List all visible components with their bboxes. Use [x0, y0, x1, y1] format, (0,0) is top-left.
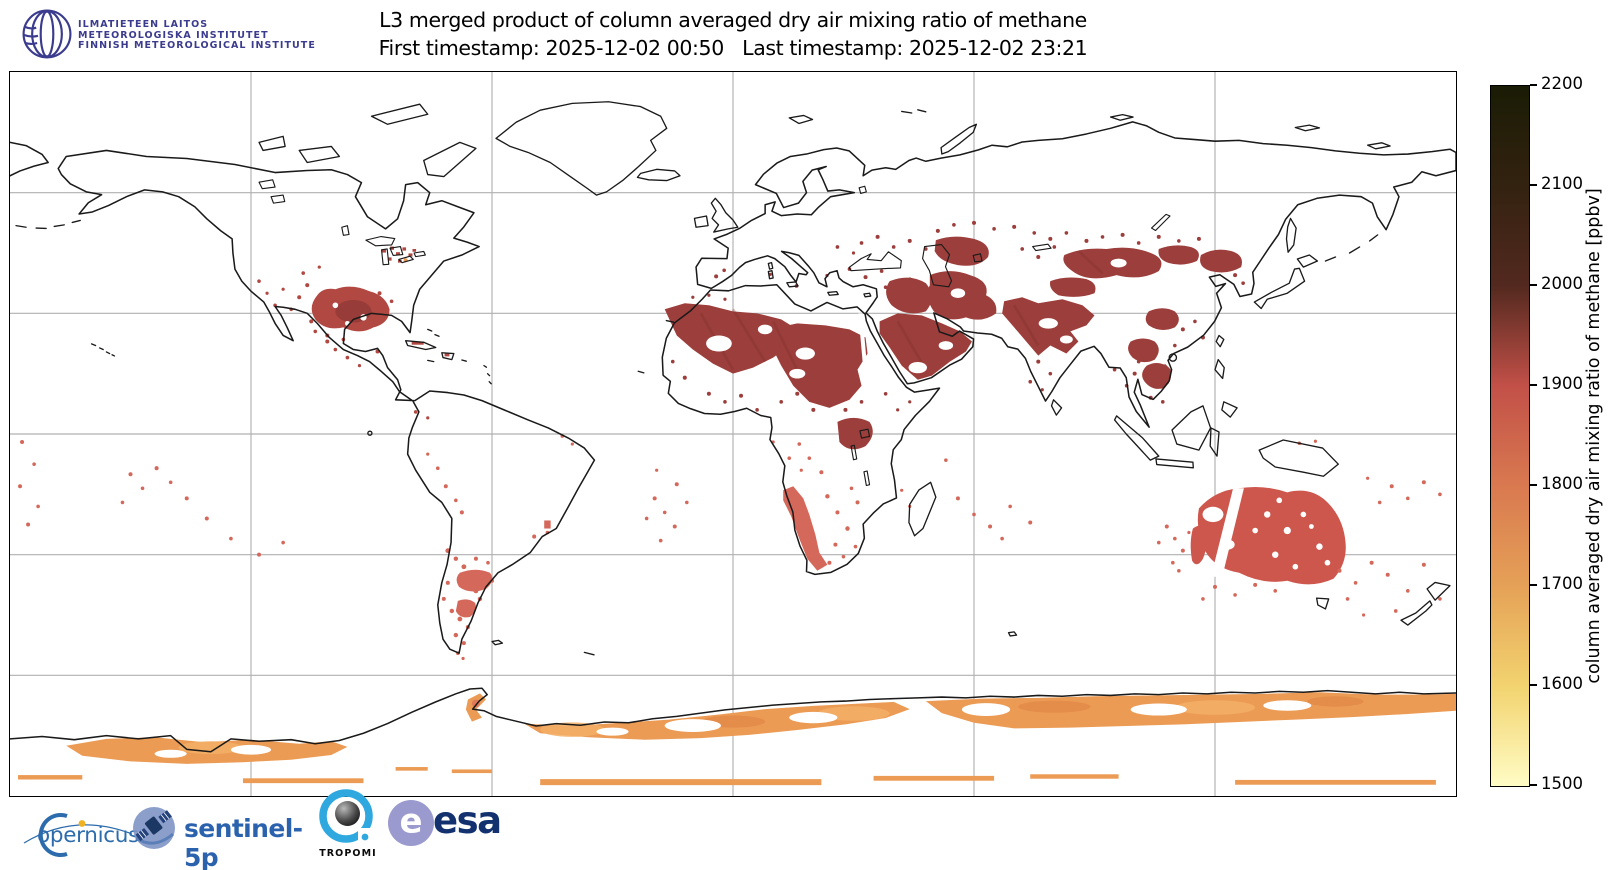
colorbar-tick	[1530, 84, 1537, 86]
fmi-globe-logo	[22, 9, 72, 59]
data-antarctica-light	[178, 700, 1256, 755]
esa-logo: e esa	[388, 798, 502, 852]
methane-data-layer	[18, 220, 1456, 786]
data-gaps	[706, 258, 1127, 386]
colorbar-tick-label: 1800	[1541, 474, 1583, 493]
tropomi-icon	[319, 789, 376, 844]
colorbar-tick-label: 1500	[1541, 774, 1583, 793]
colorbar-tick-label: 1600	[1541, 674, 1583, 693]
colorbar-tick	[1530, 184, 1537, 186]
colorbar-tick-label: 2000	[1541, 274, 1583, 293]
colorbar-axis-label: column averaged dry air mixing ratio of …	[1584, 188, 1604, 684]
colorbar-tick	[1530, 584, 1537, 586]
lakes	[258, 179, 1171, 487]
esa-disc-e: e	[399, 801, 423, 842]
coastlines	[10, 121, 1456, 753]
esa-disc-icon: e	[388, 800, 434, 846]
data-speckles-salmon	[18, 434, 1442, 661]
data-australia-gaps	[1202, 488, 1331, 577]
colorbar-tick	[1530, 284, 1537, 286]
esa-wordmark: esa	[433, 799, 502, 842]
copernicus-wordmark: opernicus	[37, 823, 140, 848]
colorbar-tick-label: 2100	[1541, 174, 1583, 193]
colorbar	[1490, 85, 1530, 787]
tropomi-logo: TROPOMI	[316, 788, 380, 864]
tropomi-wordmark: TROPOMI	[319, 848, 377, 859]
data-north-america	[257, 246, 450, 420]
sentinel-wordmark: sentinel-5p	[184, 814, 303, 870]
colorbar-tick-label: 1700	[1541, 574, 1583, 593]
sentinel-5p-logo: sentinel-5p	[128, 790, 303, 870]
fmi-name-sv: METEOROLOGISKA INSTITUTET	[78, 29, 269, 41]
plot-subtitle: First timestamp: 2025-12-02 00:50 Last t…	[378, 36, 1088, 60]
colorbar-tick-label: 1900	[1541, 374, 1583, 393]
fmi-institute-name: ILMATIETEEN LAITOS METEOROLOGISKA INSTIT…	[78, 19, 316, 52]
colorbar-tick	[1530, 784, 1537, 786]
islands	[15, 101, 1451, 656]
graticule	[10, 72, 1456, 796]
colorbar-tick	[1530, 684, 1537, 686]
fmi-name-en: FINNISH METEOROLOGICAL INSTITUTE	[78, 40, 316, 51]
fmi-name-fi: ILMATIETEEN LAITOS	[78, 19, 209, 30]
copernicus-logo: opernicus	[20, 810, 140, 862]
colorbar-tick	[1530, 484, 1537, 486]
world-map	[9, 71, 1457, 797]
copernicus-c-icon	[23, 813, 133, 857]
colorbar-tick-label: 2200	[1541, 74, 1583, 93]
data-antarctica-gaps	[154, 700, 1312, 758]
sentinel-satellite-icon	[133, 807, 175, 849]
colorbar-tick	[1530, 384, 1537, 386]
plot-title: L3 merged product of column averaged dry…	[379, 8, 1087, 32]
